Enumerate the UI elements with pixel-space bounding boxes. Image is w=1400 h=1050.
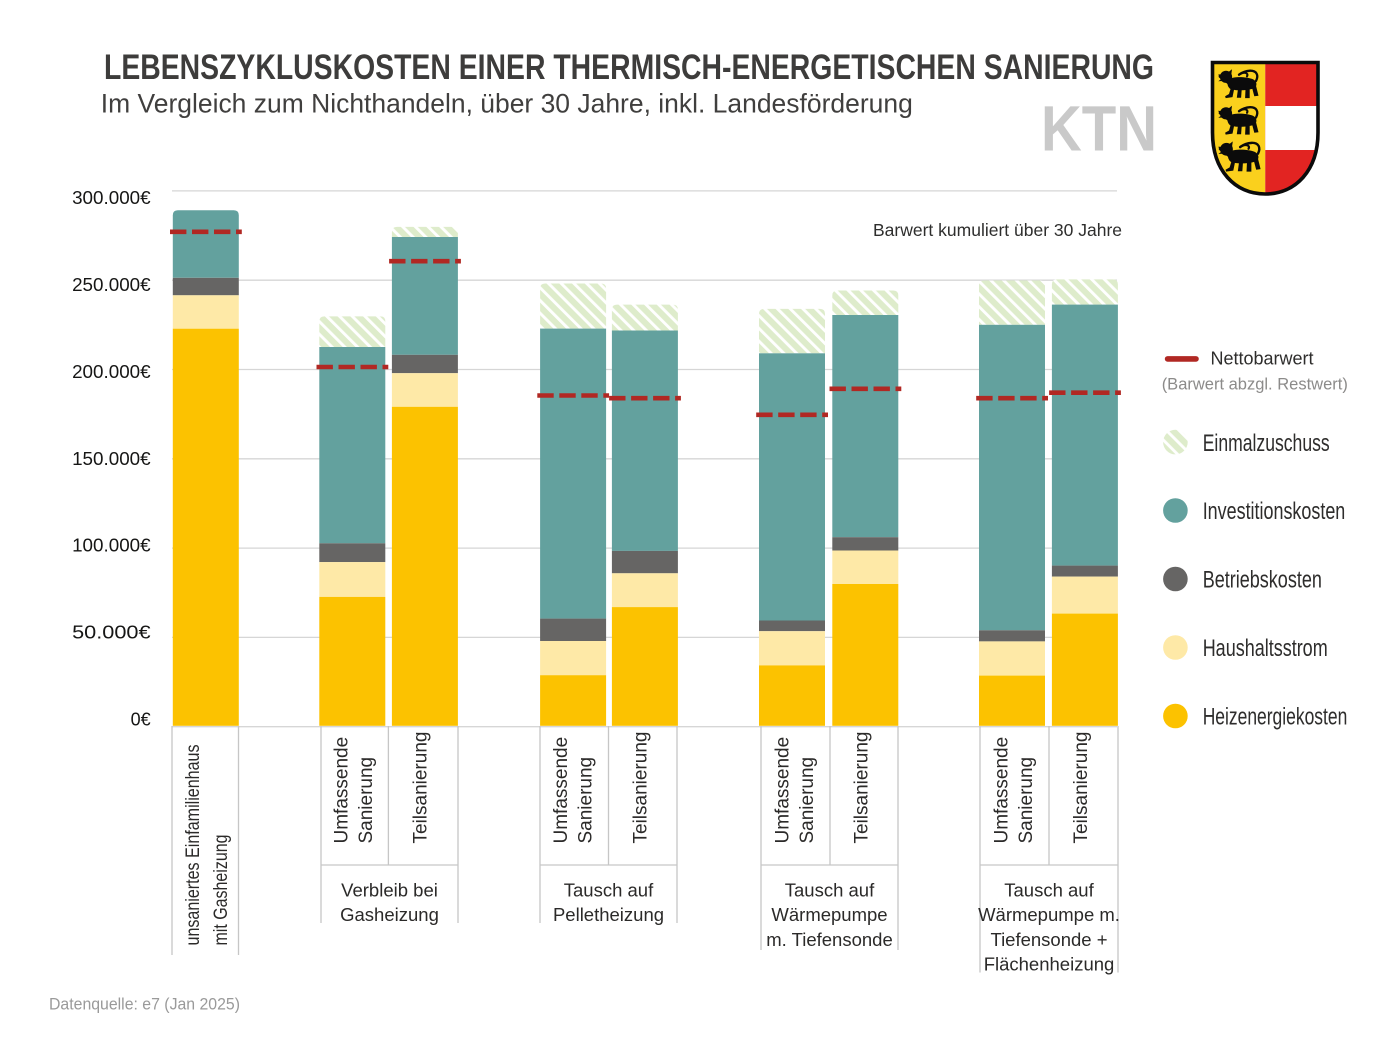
svg-text:Tausch auf: Tausch auf [1004,880,1094,901]
svg-text:Flächenheizung: Flächenheizung [984,954,1115,975]
svg-text:Betriebskosten: Betriebskosten [1203,567,1322,594]
svg-text:250.000€: 250.000€ [72,275,151,295]
svg-text:150.000€: 150.000€ [72,449,151,469]
svg-text:Umfassende: Umfassende [332,737,353,844]
svg-text:Umfassende: Umfassende [551,737,572,844]
svg-text:100.000€: 100.000€ [72,536,151,556]
svg-text:Teilsanierung: Teilsanierung [1071,732,1092,844]
svg-text:50.000€: 50.000€ [72,623,151,643]
svg-text:Im Vergleich zum Nichthandeln,: Im Vergleich zum Nichthandeln, über 30 J… [101,89,913,119]
svg-text:Umfassende: Umfassende [773,737,794,844]
svg-text:Umfassende: Umfassende [992,737,1013,844]
svg-text:Tiefensonde +: Tiefensonde + [990,929,1107,950]
svg-text:Haushaltsstrom: Haushaltsstrom [1203,635,1328,662]
svg-text:Einmalzuschuss: Einmalzuschuss [1203,430,1330,457]
svg-text:Teilsanierung: Teilsanierung [630,732,651,844]
svg-text:Verbleib bei: Verbleib bei [341,880,438,901]
svg-text:300.000€: 300.000€ [72,188,151,208]
svg-text:Tausch auf: Tausch auf [564,880,654,901]
svg-text:mit Gasheizung: mit Gasheizung [211,835,232,946]
svg-text:Barwert kumuliert über 30 Jahr: Barwert kumuliert über 30 Jahre [873,220,1122,240]
svg-text:Pelletheizung: Pelletheizung [553,904,664,925]
svg-text:Wärmepumpe m.: Wärmepumpe m. [978,904,1120,925]
svg-text:Wärmepumpe: Wärmepumpe [771,904,887,925]
svg-text:Sanierung: Sanierung [356,757,377,844]
svg-text:Heizenergiekosten: Heizenergiekosten [1203,704,1348,731]
svg-text:unsaniertes Einfamilienhaus: unsaniertes Einfamilienhaus [183,745,204,946]
svg-text:LEBENSZYKLUSKOSTEN EINER THERM: LEBENSZYKLUSKOSTEN EINER THERMISCH-ENERG… [104,48,1154,87]
svg-text:Sanierung: Sanierung [1016,757,1037,844]
svg-text:Teilsanierung: Teilsanierung [852,732,873,844]
svg-text:Sanierung: Sanierung [797,757,818,844]
svg-text:Investitionskosten: Investitionskosten [1203,498,1346,525]
svg-text:Nettobarwert: Nettobarwert [1211,348,1314,368]
svg-text:200.000€: 200.000€ [72,362,151,382]
svg-text:Datenquelle: e7 (Jan 2025): Datenquelle: e7 (Jan 2025) [49,994,240,1013]
svg-text:Gasheizung: Gasheizung [340,904,439,925]
svg-text:Sanierung: Sanierung [576,757,597,844]
svg-text:Tausch auf: Tausch auf [785,880,875,901]
svg-text:m. Tiefensonde: m. Tiefensonde [766,929,893,950]
svg-text:0€: 0€ [131,710,151,730]
svg-text:Teilsanierung: Teilsanierung [411,732,432,844]
svg-text:KTN: KTN [1041,93,1157,165]
svg-text:(Barwert abzgl. Restwert): (Barwert abzgl. Restwert) [1162,375,1348,393]
